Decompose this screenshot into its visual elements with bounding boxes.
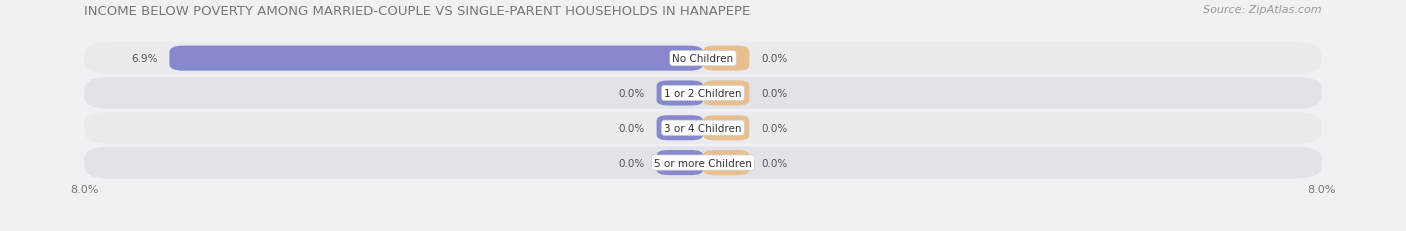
FancyBboxPatch shape (703, 46, 749, 71)
Text: 0.0%: 0.0% (761, 88, 787, 99)
FancyBboxPatch shape (657, 116, 703, 141)
FancyBboxPatch shape (657, 150, 703, 175)
Text: No Children: No Children (672, 54, 734, 64)
Text: 0.0%: 0.0% (761, 123, 787, 133)
FancyBboxPatch shape (170, 46, 703, 71)
Text: 0.0%: 0.0% (761, 54, 787, 64)
FancyBboxPatch shape (657, 81, 703, 106)
FancyBboxPatch shape (84, 112, 1322, 144)
Text: 0.0%: 0.0% (761, 158, 787, 168)
Text: Source: ZipAtlas.com: Source: ZipAtlas.com (1204, 5, 1322, 15)
Text: 5 or more Children: 5 or more Children (654, 158, 752, 168)
FancyBboxPatch shape (84, 78, 1322, 109)
FancyBboxPatch shape (703, 81, 749, 106)
FancyBboxPatch shape (84, 147, 1322, 179)
Text: 1 or 2 Children: 1 or 2 Children (664, 88, 742, 99)
FancyBboxPatch shape (703, 116, 749, 141)
Text: 6.9%: 6.9% (131, 54, 157, 64)
FancyBboxPatch shape (703, 150, 749, 175)
Text: 0.0%: 0.0% (619, 88, 645, 99)
FancyBboxPatch shape (84, 43, 1322, 75)
Text: 0.0%: 0.0% (619, 158, 645, 168)
Text: INCOME BELOW POVERTY AMONG MARRIED-COUPLE VS SINGLE-PARENT HOUSEHOLDS IN HANAPEP: INCOME BELOW POVERTY AMONG MARRIED-COUPL… (84, 5, 751, 18)
Text: 3 or 4 Children: 3 or 4 Children (664, 123, 742, 133)
Text: 0.0%: 0.0% (619, 123, 645, 133)
